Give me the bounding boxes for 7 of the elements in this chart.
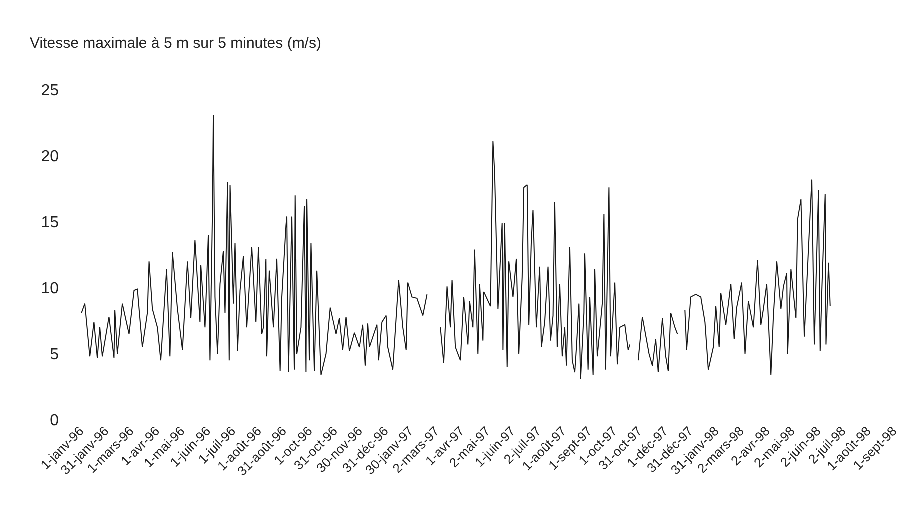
y-tick-label: 10 — [41, 280, 60, 298]
y-tick-label: 5 — [50, 346, 60, 364]
y-tick-label: 0 — [50, 412, 60, 430]
y-tick-label: 15 — [41, 214, 60, 232]
y-tick-label: 20 — [41, 148, 60, 166]
y-tick-label: 25 — [41, 82, 60, 100]
y-axis-title: Vitesse maximale à 5 m sur 5 minutes (m/s) — [30, 35, 322, 52]
